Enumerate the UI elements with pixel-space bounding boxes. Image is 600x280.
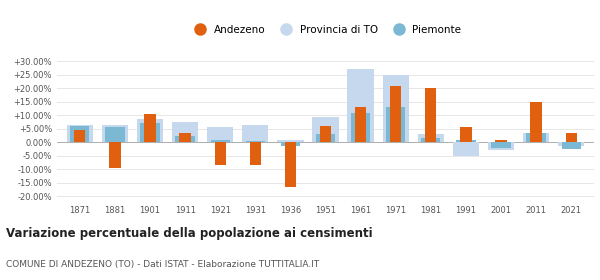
- Bar: [562, 142, 581, 149]
- Bar: [137, 119, 163, 142]
- Bar: [175, 136, 195, 142]
- Bar: [456, 140, 476, 142]
- Bar: [488, 142, 514, 150]
- Bar: [242, 125, 268, 142]
- Bar: [491, 142, 511, 148]
- Bar: [386, 107, 406, 142]
- Bar: [285, 142, 296, 187]
- Bar: [281, 142, 300, 146]
- Bar: [140, 123, 160, 142]
- Bar: [425, 88, 436, 142]
- Bar: [250, 142, 261, 165]
- Bar: [74, 130, 85, 142]
- Text: COMUNE DI ANDEZENO (TO) - Dati ISTAT - Elaborazione TUTTITALIA.IT: COMUNE DI ANDEZENO (TO) - Dati ISTAT - E…: [6, 260, 319, 269]
- Legend: Andezeno, Provincia di TO, Piemonte: Andezeno, Provincia di TO, Piemonte: [185, 20, 466, 39]
- Bar: [355, 107, 366, 142]
- Bar: [351, 113, 370, 142]
- Bar: [530, 102, 542, 142]
- Bar: [383, 75, 409, 142]
- Bar: [67, 125, 93, 142]
- Bar: [320, 126, 331, 142]
- Bar: [172, 122, 198, 142]
- Bar: [558, 142, 584, 146]
- Bar: [215, 142, 226, 165]
- Bar: [207, 127, 233, 142]
- Bar: [245, 141, 265, 142]
- Bar: [460, 127, 472, 142]
- Bar: [347, 69, 374, 142]
- Bar: [70, 126, 89, 142]
- Bar: [211, 140, 230, 142]
- Bar: [566, 133, 577, 142]
- Bar: [316, 134, 335, 142]
- Bar: [453, 142, 479, 156]
- Bar: [418, 134, 444, 142]
- Bar: [145, 114, 155, 142]
- Bar: [496, 140, 506, 142]
- Text: Variazione percentuale della popolazione ai censimenti: Variazione percentuale della popolazione…: [6, 227, 373, 240]
- Bar: [277, 140, 304, 142]
- Bar: [421, 138, 440, 142]
- Bar: [526, 133, 546, 142]
- Bar: [523, 133, 549, 142]
- Bar: [105, 127, 125, 142]
- Bar: [109, 142, 121, 168]
- Bar: [390, 86, 401, 142]
- Bar: [102, 125, 128, 142]
- Bar: [313, 117, 338, 142]
- Bar: [179, 133, 191, 142]
